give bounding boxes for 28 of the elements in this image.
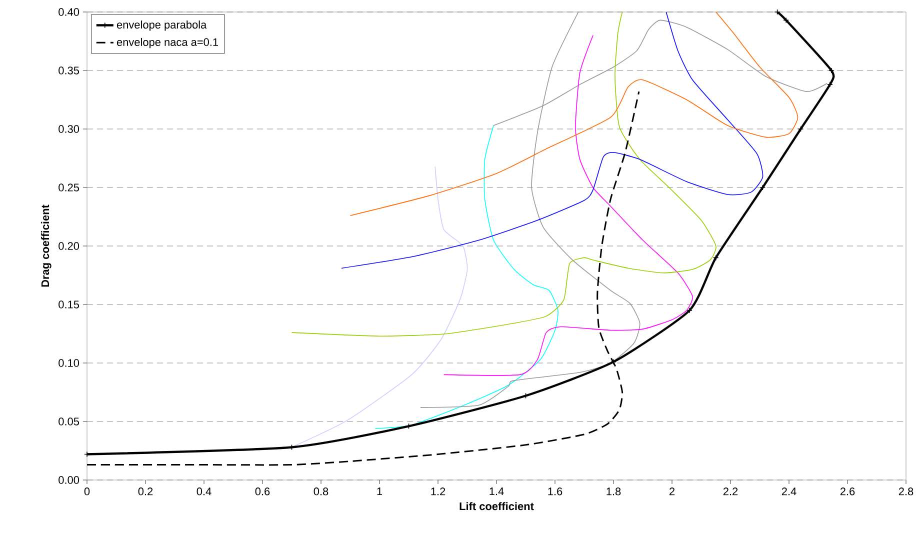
x-tick-label: 2 [670,488,675,496]
x-tick-label: 1.4 [490,488,504,496]
x-tick-label: 1 [377,488,382,496]
y-tick-label: 0.30 [58,125,80,133]
x-tick-label: 1.6 [548,488,562,496]
y-tick-label: 0.35 [58,66,80,74]
y-tick-label: 0.15 [58,300,80,308]
x-tick-label: 0.4 [196,488,212,496]
y-tick-label: 0.10 [58,359,80,367]
y-tick-label: 0.00 [58,476,80,484]
x-tick-label: 2.8 [898,488,914,496]
x-tick-label: 0.8 [314,488,328,496]
x-tick-label: 2.4 [782,488,796,496]
x-tick-label: 0 [84,488,90,496]
y-tick-label: 0.25 [58,184,80,192]
y-axis-title: Drag coefficient [41,204,52,287]
y-tick-label: 0.05 [58,418,80,426]
x-tick-label: 1.8 [606,488,621,496]
x-tick-label: 0.6 [255,488,270,496]
legend-label: envelope parabola [116,20,207,31]
legend-label: envelope naca a=0.1 [116,38,218,48]
x-tick-label: 2.6 [840,488,855,496]
y-tick-label: 0.20 [58,242,80,250]
x-axis-title: Lift coefficient [460,502,534,510]
x-tick-label: 1.2 [431,488,446,496]
x-tick-label: 2.2 [723,488,738,496]
y-tick-label: 0.40 [58,8,80,16]
x-tick-label: 0.2 [138,488,153,496]
